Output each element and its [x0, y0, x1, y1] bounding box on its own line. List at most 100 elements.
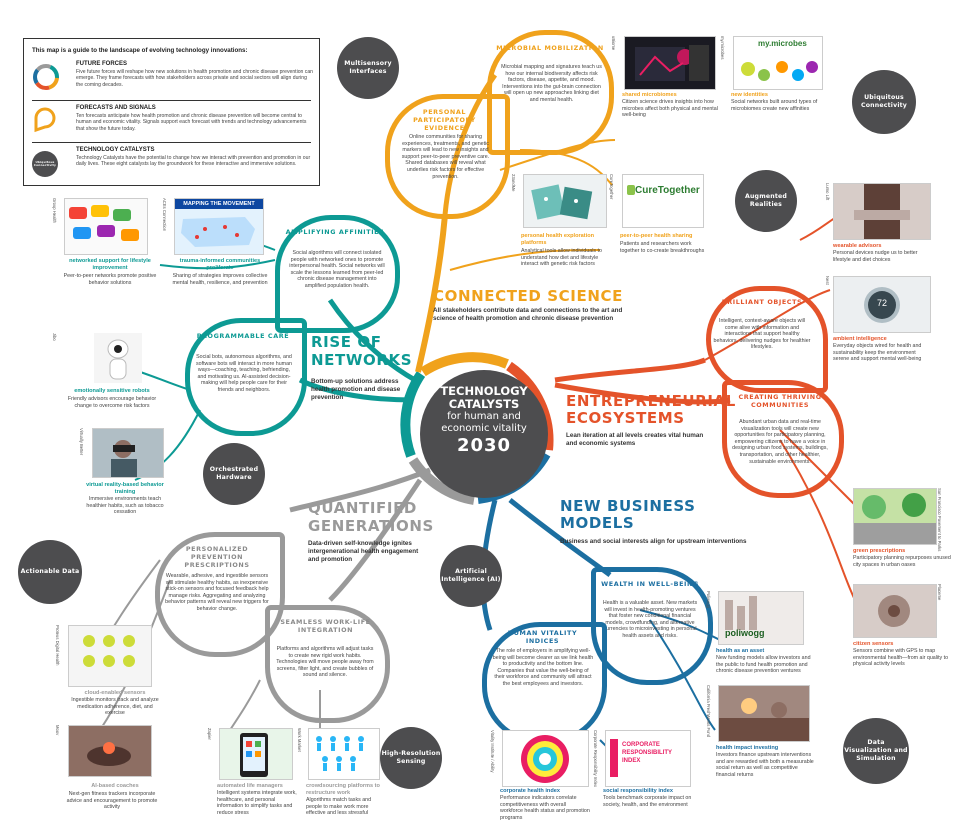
- cri-logo-line3: INDEX: [622, 758, 641, 764]
- forecast-personalized-text: Wearable, adhesive, and ingestible senso…: [165, 573, 269, 612]
- sector-quantified-title2: GENERATIONS: [308, 517, 434, 535]
- signal-life-managers-source: Zapier: [207, 728, 212, 740]
- forecast-vitality-title: HUMAN VITALITY INDICES: [507, 629, 578, 645]
- thermostat-value: 72: [876, 298, 887, 308]
- signal-ambient-title: ambient intelligence: [833, 336, 887, 342]
- forecast-programmable-title: PROGRAMMABLE CARE: [196, 332, 290, 340]
- legend-signals-text: Ten forecasts anticipate how health prom…: [76, 113, 307, 132]
- cri-logo-line1: CORPORATE: [622, 742, 660, 748]
- sector-newbusiness-sub: Business and social interests align for …: [560, 538, 747, 545]
- poliwogg-logo: poliwogg: [725, 628, 765, 638]
- signal-trauma-image: MAPPING THE MOVEMENT: [174, 198, 264, 255]
- signal-citizen-image: [853, 584, 937, 638]
- sector-entrepreneurial-sub: Lean iteration at all levels creates vit…: [566, 432, 704, 447]
- signal-crowdsourcing-source: Work Market: [297, 728, 302, 752]
- signal-vr-title: virtual reality-based behavior training: [86, 482, 164, 495]
- signal-life-managers-title: automated life managers: [217, 783, 283, 789]
- signal-peer-sharing-source: CureTogether: [609, 174, 614, 200]
- signal-health-asset-title: health as an asset: [716, 648, 765, 654]
- signal-green-text: Participatory planning repurposes unused…: [853, 555, 951, 568]
- cri-logo-line2: RESPONSIBILITY: [622, 750, 673, 756]
- signal-vr-image: [92, 428, 164, 478]
- signal-health-exploration-title: personal health exploration platforms: [521, 233, 595, 246]
- signal-health-exploration-source: 23andMe: [511, 174, 516, 192]
- signal-new-identities-source: my.microbes: [720, 36, 725, 60]
- signal-trauma-text: Sharing of strategies improves collectiv…: [172, 273, 268, 286]
- signal-ambient-image: 72: [833, 276, 931, 333]
- signal-wearable-image: [833, 183, 931, 240]
- signal-crowdsourcing-text: Algorithms match tasks and people to mak…: [306, 797, 372, 817]
- signal-robots-text: Friendly advisors encourage behavior cha…: [67, 396, 157, 409]
- center-arc-quantified: [408, 457, 475, 505]
- sector-entrepreneurial-title1: ENTREPRENEURIAL: [566, 392, 736, 410]
- signal-citizen-source: Placeme: [937, 584, 942, 601]
- center-arc-connected: [420, 352, 509, 377]
- catalyst-augmented: Augmented Realities: [735, 170, 797, 232]
- sector-quantified-sub: Data-driven self-knowledge ignites inter…: [308, 540, 419, 563]
- sector-newbusiness-title1: NEW BUSINESS: [560, 497, 696, 515]
- forecast-amplifying-title: AMPLIFYING AFFINITIES: [285, 228, 385, 236]
- cure-together-logo: CureTogether: [635, 185, 700, 196]
- sector-networks-title1: RISE OF: [311, 333, 382, 351]
- catalyst-actionable: Actionable Data: [18, 540, 82, 604]
- signal-responsibility-image: CORPORATE RESPONSIBILITY INDEX: [605, 730, 691, 787]
- signal-shared-microbiomes-source: uBiome: [611, 36, 616, 51]
- forecast-participatory-text: Online communities for sharing experienc…: [401, 134, 490, 180]
- signal-green-source: San Francisco Pavement to Parks: [937, 488, 942, 552]
- signal-peer-sharing-text: Patients and researchers work together t…: [620, 241, 705, 254]
- legend-forces-title: FUTURE FORCES: [76, 61, 127, 67]
- cri-bar-icon: [610, 739, 618, 777]
- signal-impact-text: Investors finance upstream interventions…: [716, 752, 814, 778]
- signal-robots-title: emotionally sensitive robots: [74, 388, 150, 394]
- signal-cloud-title: cloud-enabled sensors: [84, 690, 146, 696]
- signal-new-identities-text: Social networks built around types of mi…: [731, 99, 818, 112]
- center-line3: for human and: [447, 411, 521, 422]
- catalyst-ubiquitous: Ubiquitous Connectivity: [852, 70, 916, 134]
- signal-networked-support-image: [64, 198, 148, 255]
- future-forces-icon: [33, 64, 59, 90]
- signal-networked-support-title: networked support for lifestyle improvem…: [69, 258, 151, 271]
- sector-quantified-title1: QUANTIFIED: [308, 499, 417, 517]
- forecast-seamless-text: Platforms and algorithms will adjust tas…: [276, 646, 374, 679]
- cri-logo: CORPORATE RESPONSIBILITY INDEX: [622, 741, 672, 765]
- forecast-thriving-text: Abundant urban data and real-time visual…: [732, 419, 828, 465]
- signal-citizen-title: citizen sensors: [853, 641, 894, 647]
- signal-vr-text: Immersive environments teach healthier h…: [86, 496, 164, 516]
- catalyst-sample-icon: Ubiquitous Connectivity: [32, 151, 58, 177]
- forecast-programmable-text: Social bots, autonomous algorithms, and …: [196, 354, 292, 393]
- signal-vr-source: Virtually Better: [79, 428, 84, 456]
- forecast-thriving-title: CREATING THRIVING COMMUNITIES: [738, 393, 822, 409]
- signal-health-index-source: Vitality Institute / Ability: [490, 730, 495, 773]
- legend-signals-title: FORECASTS AND SIGNALS: [76, 105, 156, 111]
- signal-ai-coaches-image: [68, 725, 152, 777]
- signal-impact-source: California FreshWorks Fund: [706, 685, 711, 738]
- signal-health-index-title: corporate health index: [500, 788, 560, 794]
- signal-ai-coaches-text: Next-gen fitness trackers incorporate ad…: [66, 791, 158, 811]
- forecast-bubble-icon: [34, 107, 56, 133]
- center-arc-networks: [400, 371, 426, 458]
- catalyst-multisensory: Multisensory Interfaces: [337, 37, 399, 99]
- forecast-amplifying-text: Social algorithms will connect isolated …: [289, 250, 385, 289]
- signal-robots-source: Jibo: [52, 333, 57, 341]
- forecast-personalized-title: PERSONALIZED PREVENTION PRESCRIPTIONS: [184, 545, 250, 569]
- signal-health-asset-image: poliwogg: [718, 591, 804, 645]
- signal-health-asset-text: New funding models allow investors and t…: [716, 655, 811, 675]
- forecast-amplifying: [275, 215, 400, 333]
- signal-citizen-text: Sensors combine with GPS to map environm…: [853, 648, 949, 668]
- center-year: 2030: [456, 435, 512, 456]
- signal-peer-sharing-image: CureTogether: [622, 174, 704, 228]
- signal-responsibility-title: social responsibility index: [603, 788, 673, 794]
- signal-ai-coaches-source: Moov: [55, 725, 60, 736]
- signal-responsibility-source: Corporate Responsibility Index: [593, 730, 598, 788]
- sector-newbusiness-title2: MODELS: [560, 514, 635, 532]
- signal-life-managers-text: Intelligent systems integrate work, heal…: [217, 790, 297, 816]
- legend-divider: [32, 142, 311, 143]
- signal-cloud-source: Proteus Digital Health: [55, 625, 60, 666]
- signal-wearable-title: wearable advisors: [833, 243, 882, 249]
- forecast-thriving: [722, 380, 844, 498]
- sector-entrepreneurial-title2: ECOSYSTEMS: [566, 409, 685, 427]
- signal-ambient-source: Nest: [825, 276, 830, 285]
- center-line1: TECHNOLOGY: [440, 384, 528, 398]
- center-label: TECHNOLOGY CATALYSTS for human and econo…: [420, 385, 548, 457]
- forecast-vitality-text: The role of employers in amplifying well…: [492, 648, 594, 687]
